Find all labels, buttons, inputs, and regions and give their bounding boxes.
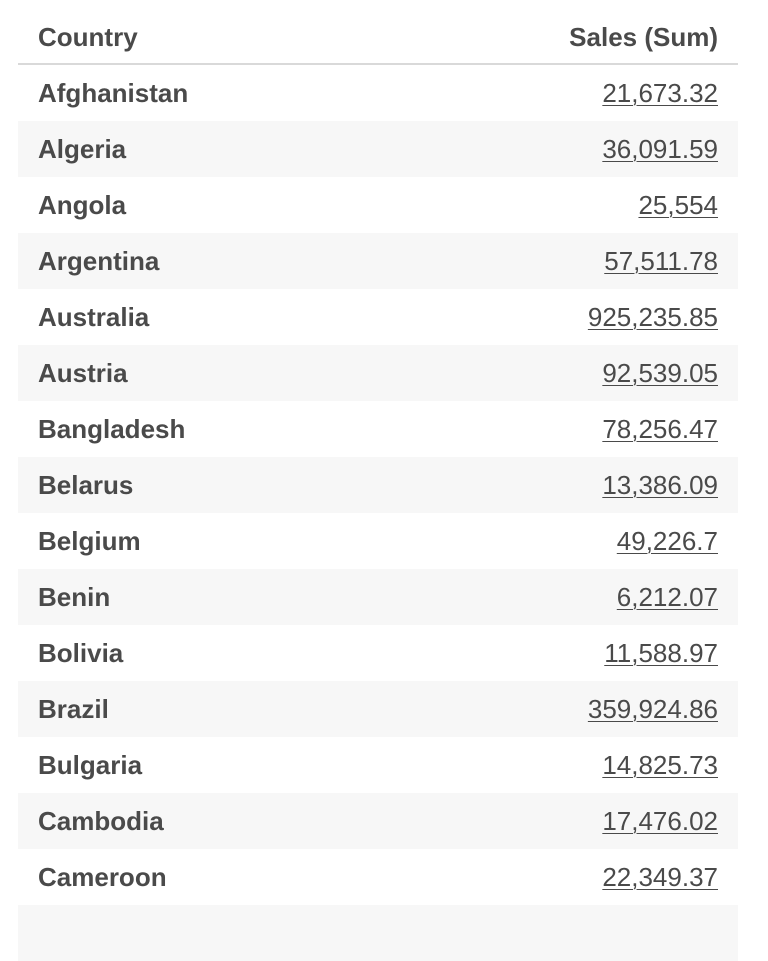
table-row: Cambodia 17,476.02 xyxy=(18,793,738,849)
table-row: Angola 25,554 xyxy=(18,177,738,233)
sales-value-link[interactable]: 6,212.07 xyxy=(616,581,718,612)
table-row xyxy=(18,905,738,961)
sales-value-link[interactable]: 36,091.59 xyxy=(602,133,718,164)
country-cell: Afghanistan xyxy=(38,77,189,108)
country-cell: Austria xyxy=(38,357,128,388)
country-cell: Australia xyxy=(38,301,150,332)
sales-value-link[interactable]: 359,924.86 xyxy=(587,693,718,724)
table-row: Algeria 36,091.59 xyxy=(18,121,738,177)
country-cell: Brazil xyxy=(38,693,109,724)
table-row: Bangladesh 78,256.47 xyxy=(18,401,738,457)
table-row: Benin 6,212.07 xyxy=(18,569,738,625)
sales-value-link[interactable]: 925,235.85 xyxy=(587,301,718,332)
sales-cell: 36,091.59 xyxy=(602,134,738,165)
sales-cell: 49,226.7 xyxy=(617,526,738,557)
table-row: Cameroon 22,349.37 xyxy=(18,849,738,905)
sales-value-link[interactable]: 22,349.37 xyxy=(602,861,718,892)
table-row: Bulgaria 14,825.73 xyxy=(18,737,738,793)
sales-value-link[interactable]: 11,588.97 xyxy=(604,637,718,668)
country-cell: Cambodia xyxy=(38,805,164,836)
country-cell: Belarus xyxy=(38,469,134,500)
sales-cell: 359,924.86 xyxy=(588,694,738,725)
country-cell: Cameroon xyxy=(38,861,167,892)
country-cell: Bangladesh xyxy=(38,413,186,444)
sales-value-link[interactable]: 49,226.7 xyxy=(616,525,718,556)
country-cell: Bolivia xyxy=(38,637,124,668)
table-row: Argentina 57,511.78 xyxy=(18,233,738,289)
sales-cell: 21,673.32 xyxy=(602,78,738,109)
country-cell: Algeria xyxy=(38,133,127,164)
sales-by-country-table: Country Sales (Sum) Afghanistan 21,673.32… xyxy=(18,12,738,961)
table-row: Bolivia 11,588.97 xyxy=(18,625,738,681)
sales-cell: 6,212.07 xyxy=(617,582,738,613)
sales-value-link[interactable]: 92,539.05 xyxy=(602,357,718,388)
sales-value-link[interactable]: 14,825.73 xyxy=(602,749,718,780)
table-row: Belarus 13,386.09 xyxy=(18,457,738,513)
country-cell: Benin xyxy=(38,581,111,612)
sales-cell: 11,588.97 xyxy=(604,638,738,669)
sales-value-link[interactable]: 21,673.32 xyxy=(602,77,718,108)
sales-cell: 78,256.47 xyxy=(602,414,738,445)
table-row: Afghanistan 21,673.32 xyxy=(18,65,738,121)
sales-value-link[interactable]: 17,476.02 xyxy=(602,805,718,836)
sales-cell: 25,554 xyxy=(638,190,738,221)
sales-value-link[interactable]: 25,554 xyxy=(638,189,718,220)
sales-value-link[interactable]: 78,256.47 xyxy=(602,413,718,444)
sales-cell: 925,235.85 xyxy=(588,302,738,333)
table-row: Brazil 359,924.86 xyxy=(18,681,738,737)
sales-value-link[interactable]: 13,386.09 xyxy=(602,469,718,500)
country-cell: Angola xyxy=(38,189,127,220)
table-row: Belgium 49,226.7 xyxy=(18,513,738,569)
country-cell: Belgium xyxy=(38,525,141,556)
sales-cell: 57,511.78 xyxy=(604,246,738,277)
table-header: Country Sales (Sum) xyxy=(18,12,738,65)
sales-value-link[interactable]: 57,511.78 xyxy=(604,245,718,276)
table-row: Australia 925,235.85 xyxy=(18,289,738,345)
sales-cell: 14,825.73 xyxy=(602,750,738,781)
country-cell: Argentina xyxy=(38,245,160,276)
country-cell: Bulgaria xyxy=(38,749,143,780)
sales-cell: 22,349.37 xyxy=(602,862,738,893)
table-row: Austria 92,539.05 xyxy=(18,345,738,401)
sales-cell: 92,539.05 xyxy=(602,358,738,389)
table-body: Afghanistan 21,673.32 Algeria 36,091.59 Ango… xyxy=(18,65,738,961)
sales-cell: 17,476.02 xyxy=(602,806,738,837)
column-header-country[interactable]: Country xyxy=(38,22,138,52)
sales-cell: 13,386.09 xyxy=(602,470,738,501)
column-header-sales[interactable]: Sales (Sum) xyxy=(569,22,718,52)
